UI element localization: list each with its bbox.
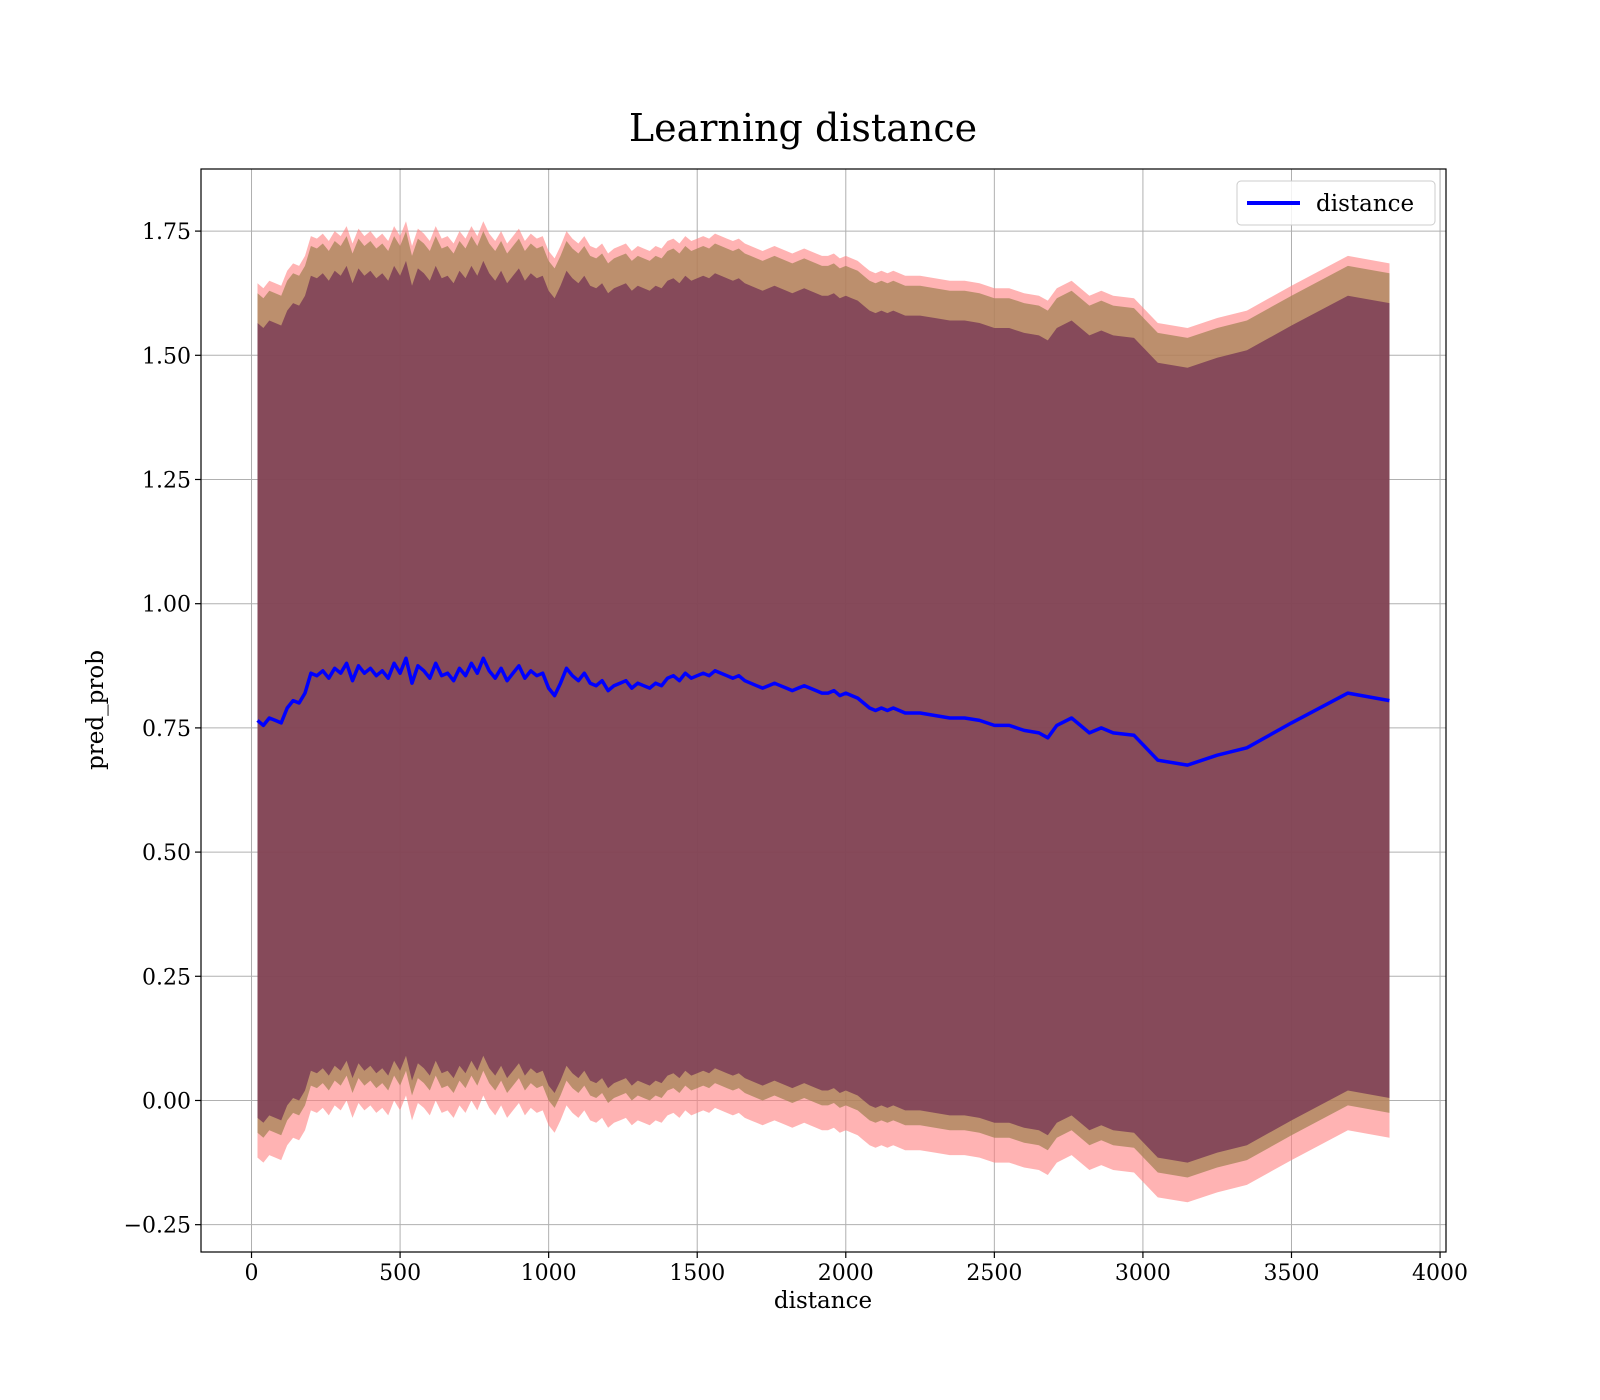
series-line-distance [256, 656, 1390, 767]
axis-ticks: 0 500 1000 1500 2000 2500 3000 3500 4000 −0.25 0.0… [124, 220, 1468, 1286]
x-tick-label: 3500 [1263, 1261, 1319, 1286]
y-tick-label: 1.00 [142, 593, 191, 618]
y-axis-title: pred_prob [83, 650, 109, 770]
y-tick-label: 0.25 [142, 965, 191, 990]
y-tick-label: 1.25 [142, 468, 191, 493]
legend-label-distance: distance [1316, 191, 1414, 217]
series-lines [256, 656, 1390, 767]
x-tick-label: 2500 [966, 1261, 1022, 1286]
x-tick-label: 1500 [669, 1261, 725, 1286]
legend-box [1236, 180, 1436, 226]
y-tick-label: 0.00 [142, 1089, 191, 1114]
y-tick-label: 1.75 [142, 220, 191, 245]
y-tick-label: 0.50 [142, 841, 191, 866]
legend: distance [1236, 180, 1436, 226]
y-tick-label: 1.50 [142, 344, 191, 369]
plot-frame [200, 168, 1447, 1253]
x-tick-label: 4000 [1412, 1261, 1468, 1286]
x-tick-label: 3000 [1115, 1261, 1171, 1286]
y-tick-label: −0.25 [124, 1214, 191, 1239]
chart-title: Learning distance [629, 106, 977, 150]
y-tick-label: 0.75 [142, 717, 191, 742]
x-tick-label: 0 [245, 1261, 259, 1286]
confidence-bands [257, 221, 1390, 1203]
x-tick-label: 1000 [521, 1261, 577, 1286]
band-inner [257, 260, 1390, 1163]
x-axis-title: distance [774, 1288, 872, 1314]
x-tick-label: 2000 [818, 1261, 874, 1286]
x-tick-label: 500 [379, 1261, 421, 1286]
